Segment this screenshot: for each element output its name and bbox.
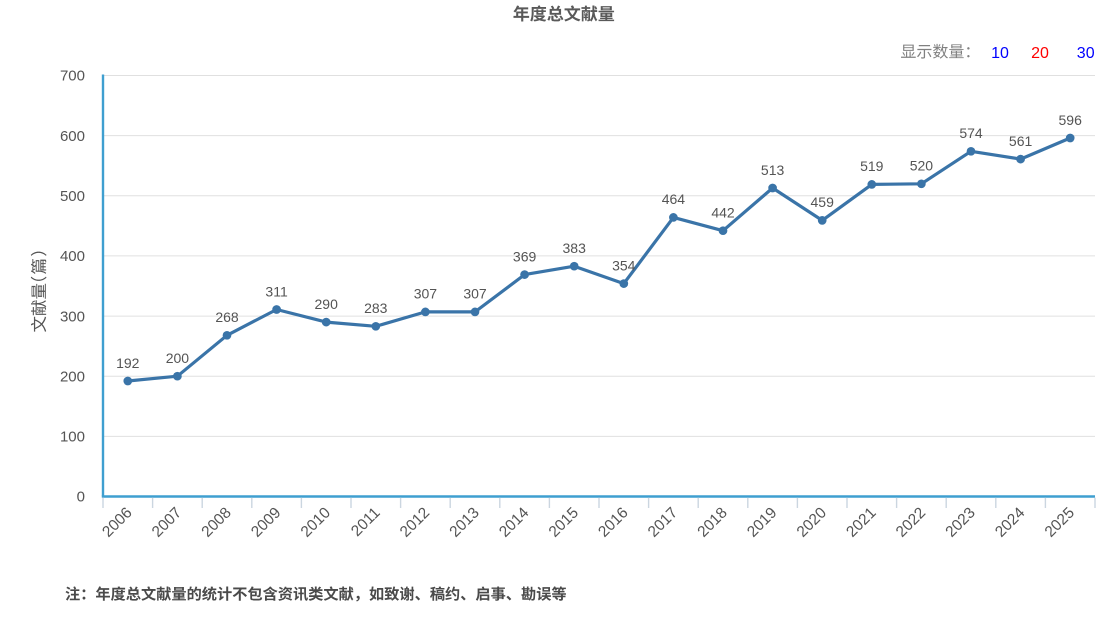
svg-text:354: 354: [612, 257, 636, 273]
svg-text:200: 200: [166, 350, 190, 366]
svg-text:200: 200: [60, 368, 85, 385]
svg-text:100: 100: [60, 429, 85, 446]
svg-text:307: 307: [414, 286, 438, 302]
svg-text:268: 268: [215, 309, 239, 325]
svg-text:400: 400: [60, 248, 85, 265]
svg-text:459: 459: [811, 194, 835, 210]
svg-text:600: 600: [60, 128, 85, 145]
svg-text:311: 311: [265, 283, 288, 299]
svg-text:10: 10: [991, 45, 1009, 62]
svg-text:192: 192: [116, 355, 140, 371]
svg-text:30: 30: [1077, 45, 1095, 62]
svg-text:300: 300: [60, 308, 85, 325]
svg-text:561: 561: [1009, 133, 1033, 149]
svg-text:596: 596: [1059, 112, 1083, 128]
svg-text:307: 307: [463, 286, 487, 302]
svg-text:519: 519: [860, 158, 884, 174]
svg-text:500: 500: [60, 188, 85, 205]
svg-text:283: 283: [364, 300, 388, 316]
svg-text:574: 574: [959, 125, 983, 141]
svg-text:442: 442: [711, 205, 735, 221]
svg-text:383: 383: [563, 240, 587, 256]
svg-text:513: 513: [761, 162, 785, 178]
svg-text:520: 520: [910, 158, 934, 174]
svg-text:0: 0: [77, 489, 85, 506]
svg-text:369: 369: [513, 248, 537, 264]
svg-text:290: 290: [315, 296, 339, 312]
svg-text:700: 700: [60, 68, 85, 85]
svg-text:20: 20: [1031, 45, 1049, 62]
svg-text:464: 464: [662, 191, 686, 207]
